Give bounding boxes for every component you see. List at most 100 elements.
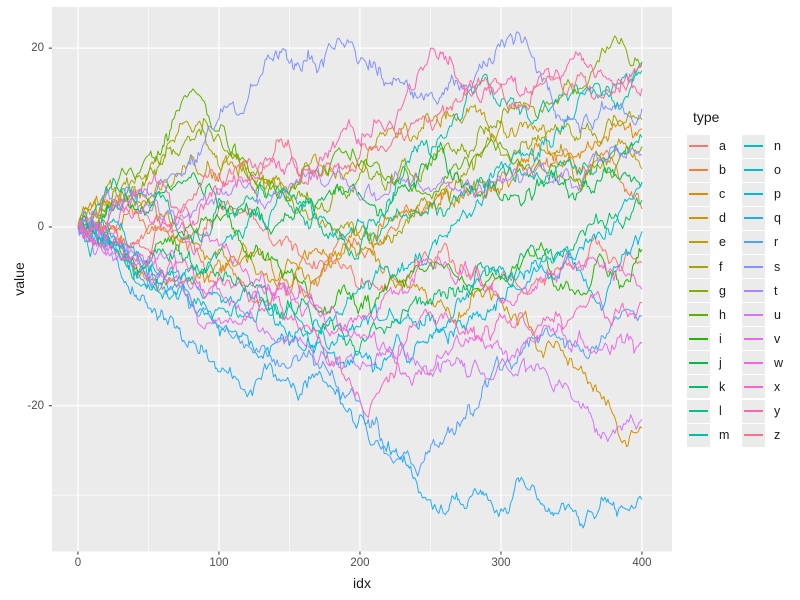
series-line-f: [77, 110, 643, 248]
legend-item-u: u: [742, 303, 788, 327]
series-line-q: [77, 223, 643, 529]
legend-key-line: [744, 289, 763, 292]
legend-key-swatch: [687, 351, 710, 375]
legend-key-line: [744, 265, 763, 268]
legend-item-n: n: [742, 134, 788, 158]
series-line-s: [77, 31, 643, 242]
legend-key-swatch: [687, 423, 710, 447]
legend-item-d: d: [687, 206, 733, 230]
legend-key-line: [744, 410, 763, 413]
series-line-w: [77, 206, 643, 337]
legend-item-q: q: [742, 206, 788, 230]
legend-item-k: k: [687, 375, 733, 399]
legend-item-y: y: [742, 399, 788, 423]
legend-key-swatch: [742, 303, 765, 327]
legend-label: h: [719, 307, 726, 322]
legend-label: n: [774, 139, 781, 154]
legend-key-swatch: [687, 206, 710, 230]
legend-key-line: [689, 434, 708, 437]
legend-label: s: [774, 259, 781, 274]
x-tick-label: 0: [74, 557, 82, 569]
legend-key-line: [689, 145, 708, 148]
series-line-i: [77, 208, 643, 315]
legend-item-t: t: [742, 279, 788, 303]
legend-item-v: v: [742, 327, 788, 351]
legend-label: y: [774, 404, 781, 419]
legend-key-line: [689, 217, 708, 220]
series-line-c: [77, 119, 643, 293]
legend-key-swatch: [742, 158, 765, 182]
series-line-b: [77, 148, 643, 305]
x-axis-title: idx: [353, 575, 371, 591]
legend-key-swatch: [742, 351, 765, 375]
legend-key-swatch: [742, 230, 765, 254]
legend-label: j: [719, 355, 722, 370]
series-line-p: [77, 218, 643, 373]
legend-key-swatch: [687, 230, 710, 254]
legend-item-c: c: [687, 182, 733, 206]
legend-label: i: [719, 331, 722, 346]
legend-item-g: g: [687, 279, 733, 303]
legend-key-line: [744, 241, 763, 244]
legend-key-line: [744, 361, 763, 364]
legend-key-line: [744, 434, 763, 437]
legend-item-j: j: [687, 351, 733, 375]
legend-key-swatch: [742, 206, 765, 230]
legend-title: type: [693, 109, 720, 125]
legend-key-swatch: [742, 423, 765, 447]
legend-key-line: [689, 241, 708, 244]
legend-key-line: [689, 410, 708, 413]
legend-label: p: [774, 187, 781, 202]
legend-key-swatch: [687, 255, 710, 279]
series-line-y: [77, 47, 643, 234]
legend-key-swatch: [687, 182, 710, 206]
series-line-z: [77, 64, 643, 254]
x-tick-label: 400: [632, 557, 652, 569]
series-line-v: [77, 218, 643, 387]
legend-key-line: [744, 385, 763, 388]
legend-item-w: w: [742, 351, 788, 375]
legend-key-swatch: [742, 182, 765, 206]
legend-item-r: r: [742, 230, 788, 254]
legend-key-swatch: [742, 279, 765, 303]
legend-key-line: [689, 361, 708, 364]
legend-key-swatch: [687, 158, 710, 182]
legend-key-line: [744, 337, 763, 340]
legend-key-swatch: [742, 327, 765, 351]
legend-key-line: [689, 337, 708, 340]
legend-item-i: i: [687, 327, 733, 351]
legend-item-o: o: [742, 158, 788, 182]
legend-item-b: b: [687, 158, 733, 182]
legend-key-line: [744, 217, 763, 220]
legend-label: t: [774, 283, 778, 298]
series-line-l: [77, 133, 643, 261]
series-line-a: [77, 200, 643, 295]
legend-item-e: e: [687, 230, 733, 254]
series-line-m: [77, 70, 643, 284]
legend-item-h: h: [687, 303, 733, 327]
x-tick-label: 200: [350, 557, 370, 569]
series-line-o: [77, 182, 643, 351]
legend-item-l: l: [687, 399, 733, 423]
legend-label: e: [719, 235, 726, 250]
legend-label: w: [774, 355, 784, 370]
series-line-t: [77, 145, 643, 238]
legend-label: x: [774, 379, 781, 394]
x-tick-label: 300: [491, 557, 511, 569]
legend-key-swatch: [687, 327, 710, 351]
series-line-g: [77, 35, 643, 242]
legend-item-m: m: [687, 423, 733, 447]
legend-item-f: f: [687, 254, 733, 279]
legend-key-line: [689, 289, 708, 292]
legend-label: l: [719, 404, 722, 419]
legend-key-swatch: [742, 399, 765, 423]
series-line-r: [77, 210, 643, 477]
series-line-u: [77, 226, 643, 443]
legend-key-line: [744, 313, 763, 316]
legend-label: v: [774, 331, 781, 346]
legend-label: u: [774, 307, 781, 322]
y-axis-title: value: [11, 262, 27, 296]
legend-item-x: x: [742, 375, 788, 399]
